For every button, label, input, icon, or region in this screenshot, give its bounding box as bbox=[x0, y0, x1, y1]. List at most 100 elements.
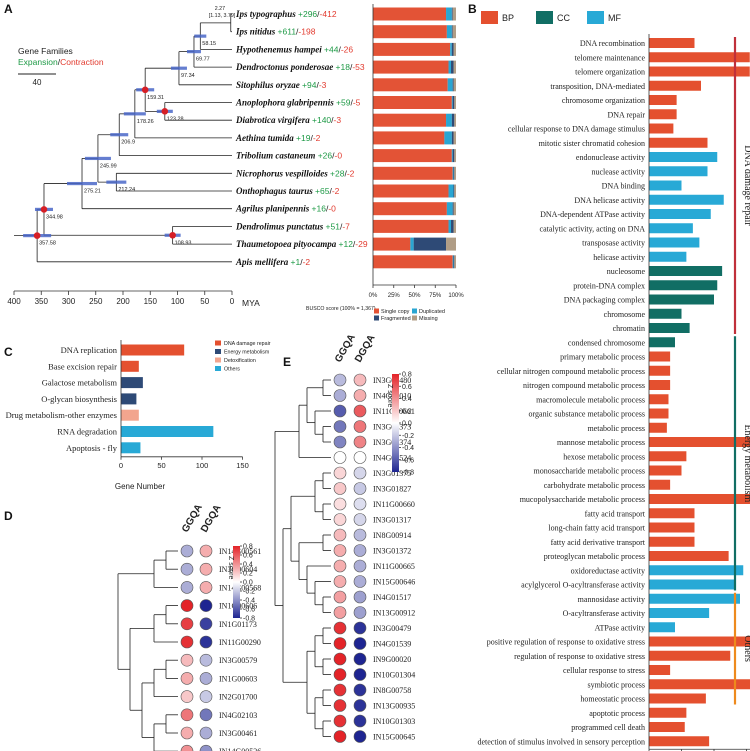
node-age-label: 357.58 bbox=[39, 241, 56, 247]
go-term-label: apoptotic process bbox=[589, 709, 645, 718]
expansion-count: +1 bbox=[291, 257, 301, 267]
go-term-label: macromolecule metabolic process bbox=[536, 395, 645, 404]
go-term-bar bbox=[649, 66, 750, 77]
go-term-label: metabolic process bbox=[587, 424, 645, 433]
heatmap-gene-label: IN10G01304 bbox=[373, 671, 415, 680]
contraction-count: -412 bbox=[320, 9, 337, 19]
colorbar-tick-label: 0.0 bbox=[402, 421, 412, 428]
go-term-label: long-chain fatty acid transport bbox=[548, 524, 645, 533]
heatmap-cell bbox=[353, 466, 367, 480]
node-age-label: 69.77 bbox=[196, 57, 210, 63]
busco-bar-segment bbox=[446, 7, 452, 21]
node-age-label: 123.28 bbox=[167, 116, 184, 122]
busco-legend-swatch bbox=[412, 308, 417, 314]
taxon-name: Apis mellifera bbox=[235, 257, 291, 267]
busco-bar-segment bbox=[451, 42, 454, 56]
go-term-bar bbox=[649, 166, 708, 177]
colorbar-tick-label: -0.4 bbox=[402, 445, 414, 452]
go-term-bar bbox=[649, 451, 687, 462]
node-age-label: 108.93 bbox=[175, 240, 192, 246]
heatmap-cell bbox=[353, 497, 367, 511]
colorbar bbox=[392, 374, 399, 472]
age-ci-bar bbox=[186, 50, 201, 54]
busco-bar-segment bbox=[446, 25, 452, 39]
heatmap-cell bbox=[353, 590, 367, 604]
node-age-label: 245.99 bbox=[100, 163, 117, 169]
go-term-label: DNA helicase activity bbox=[574, 196, 645, 205]
kegg-bar-label: DNA replication bbox=[61, 345, 118, 355]
busco-bar-segment bbox=[373, 60, 449, 74]
time-axis-tick-label: 300 bbox=[62, 297, 76, 306]
heatmap-gene-label: IN3G01372 bbox=[373, 547, 411, 556]
go-term-label: DNA recombination bbox=[580, 39, 645, 48]
heatmap-cell bbox=[199, 708, 213, 722]
contraction-count: -3 bbox=[334, 115, 342, 125]
busco-bar-segment bbox=[446, 113, 452, 127]
kegg-bar-label: Galactose metabolism bbox=[42, 378, 118, 388]
expansion-count: +19 bbox=[296, 133, 311, 143]
go-term-label: transposition, DNA-mediated bbox=[550, 82, 645, 91]
go-term-bar bbox=[649, 95, 677, 105]
heatmap-e-panel: GGQADGQAIN3G00480IN4G00010IN11G00661IN3G… bbox=[274, 333, 415, 743]
heatmap-gene-label: IN3G01317 bbox=[373, 516, 411, 525]
contraction-count: -29 bbox=[355, 239, 368, 249]
heatmap-cell bbox=[353, 714, 367, 728]
heatmap-cell bbox=[199, 672, 213, 685]
heatmap-gene-label: IN8G00914 bbox=[373, 531, 411, 540]
go-term-label: helicase activity bbox=[593, 253, 645, 262]
heatmap-gene-label: IN11G00660 bbox=[373, 500, 415, 509]
heatmap-cell bbox=[333, 373, 347, 387]
heatmap-cell bbox=[353, 637, 367, 650]
heatmap-gene-label: IN4G01517 bbox=[373, 593, 411, 602]
heatmap-cell bbox=[180, 690, 194, 703]
expansion-count: +44 bbox=[324, 44, 339, 54]
busco-bar-segment bbox=[451, 219, 454, 233]
c-legend-swatch bbox=[215, 349, 221, 354]
calibration-point bbox=[161, 108, 169, 115]
contraction-count: -2 bbox=[347, 168, 355, 178]
taxon-name: Thaumetopoea pityocampa bbox=[236, 239, 339, 249]
go-term-label: cellular response to DNA damage stimulus bbox=[508, 125, 645, 134]
heatmap-cell bbox=[199, 690, 213, 703]
contraction-count: -7 bbox=[342, 221, 350, 231]
taxon-name: Ips typographus bbox=[235, 9, 298, 19]
colorbar-tick-label: 0.8 bbox=[243, 544, 253, 551]
heatmap-cell bbox=[333, 435, 347, 449]
heatmap-gene-label: IN3G01827 bbox=[373, 485, 411, 494]
phylogeny-panel: Gene Families Expansion/Contraction 40 4… bbox=[7, 6, 368, 308]
heatmap-cell bbox=[333, 404, 347, 418]
go-term-label: oxidoreductase activity bbox=[571, 566, 645, 575]
colorbar-tick-label: 0.0 bbox=[243, 580, 253, 587]
busco-bar-segment bbox=[453, 166, 455, 180]
busco-bar-segment bbox=[373, 25, 447, 39]
b-legend-swatch bbox=[536, 11, 553, 24]
busco-bar-segment bbox=[373, 96, 452, 109]
go-term-label: mitotic sister chromatid cohesion bbox=[539, 139, 645, 148]
go-term-label: transposase activity bbox=[582, 239, 645, 248]
go-term-label: fatty acid derivative transport bbox=[551, 538, 646, 547]
go-term-label: programmed cell death bbox=[571, 723, 645, 732]
c-legend-label: Others bbox=[224, 367, 240, 373]
busco-bar-segment bbox=[452, 96, 455, 109]
heatmap-gene-label: IN13G00912 bbox=[373, 609, 415, 618]
go-term-bar bbox=[649, 522, 695, 533]
go-term-bar bbox=[649, 665, 671, 675]
go-term-label: O-acyltransferase activity bbox=[563, 609, 645, 618]
contraction-count: -3 bbox=[319, 80, 327, 90]
heatmap-cell bbox=[353, 404, 367, 418]
b-legend-swatch bbox=[587, 11, 604, 24]
expansion-count: +26 bbox=[318, 151, 333, 161]
go-term-bar bbox=[649, 209, 711, 219]
colorbar-tick-label: -0.8 bbox=[402, 470, 414, 477]
kegg-bar-label: RNA degradation bbox=[57, 427, 117, 437]
busco-bar-segment bbox=[451, 96, 453, 109]
busco-title: BUSCO score (100% = 1,367) bbox=[306, 306, 376, 312]
busco-bar-segment bbox=[453, 78, 456, 92]
node-age-label: 344.98 bbox=[46, 214, 63, 220]
heatmap-gene-label: IN10G01303 bbox=[373, 717, 415, 726]
taxon-name: Tribolium castaneum bbox=[236, 151, 318, 161]
legend-contraction: Contraction bbox=[60, 57, 104, 67]
kegg-bar-label: O-glycan biosynthesis bbox=[41, 394, 117, 404]
busco-bar-segment bbox=[453, 131, 456, 145]
busco-bar-segment bbox=[452, 255, 454, 269]
